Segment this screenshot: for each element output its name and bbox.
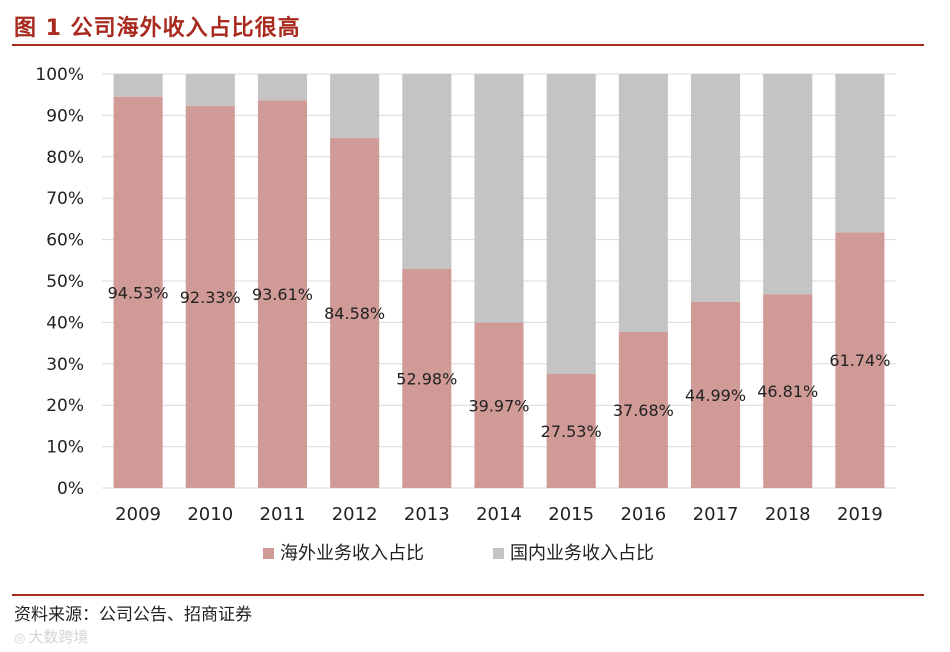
figure-title: 图 1 公司海外收入占比很高 bbox=[14, 16, 301, 41]
y-tick-label: 100% bbox=[35, 65, 84, 85]
data-label: 84.58% bbox=[324, 304, 385, 323]
bar-domestic bbox=[618, 74, 668, 333]
watermark-text: 大数跨境 bbox=[28, 628, 89, 646]
x-tick-label: 2017 bbox=[693, 504, 739, 525]
data-label: 93.61% bbox=[252, 285, 313, 304]
legend-label: 海外业务收入占比 bbox=[280, 543, 424, 564]
bar-overseas bbox=[546, 374, 596, 488]
bars bbox=[113, 74, 885, 489]
bar-domestic bbox=[113, 74, 163, 97]
y-tick-label: 50% bbox=[46, 272, 84, 292]
data-label: 46.81% bbox=[757, 382, 818, 401]
bar-overseas bbox=[474, 322, 524, 488]
x-tick-label: 2011 bbox=[260, 504, 306, 525]
bar-domestic bbox=[402, 74, 452, 269]
x-tick-label: 2014 bbox=[476, 504, 522, 525]
data-label: 44.99% bbox=[685, 386, 746, 405]
legend-swatch-overseas bbox=[263, 548, 274, 559]
source-note: 资料来源：公司公告、招商证券 bbox=[14, 605, 252, 625]
x-tick-label: 2016 bbox=[620, 504, 666, 525]
bar-overseas bbox=[763, 294, 813, 488]
data-label: 37.68% bbox=[613, 401, 674, 420]
bar-domestic bbox=[474, 74, 524, 323]
logo-icon: ◎ bbox=[14, 631, 26, 646]
legend-label: 国内业务收入占比 bbox=[510, 543, 654, 564]
bar-domestic bbox=[185, 74, 235, 106]
data-labels: 94.53% 92.33% 93.61% 84.58% 52.98% 39.97% 27.5… bbox=[108, 283, 891, 441]
bar-overseas bbox=[257, 100, 307, 489]
title-bar: 图 1 公司海外收入占比很高 bbox=[12, 6, 924, 46]
y-tick-label: 30% bbox=[46, 355, 84, 375]
bar-overseas bbox=[691, 301, 741, 488]
y-tick-label: 10% bbox=[46, 438, 84, 458]
y-tick-label: 0% bbox=[57, 479, 84, 499]
y-axis-ticks: 0% 10% 20% 30% 40% 50% 60% 70% 80% 90% 100% bbox=[35, 65, 84, 499]
data-label: 94.53% bbox=[108, 283, 169, 302]
x-tick-label: 2012 bbox=[332, 504, 378, 525]
bar-overseas bbox=[835, 232, 885, 488]
bar-domestic bbox=[546, 74, 596, 375]
y-tick-label: 60% bbox=[46, 231, 84, 251]
bar-domestic bbox=[691, 74, 741, 302]
data-label: 39.97% bbox=[468, 396, 529, 415]
y-tick-label: 20% bbox=[46, 396, 84, 416]
y-tick-label: 80% bbox=[46, 148, 84, 168]
bar-overseas bbox=[330, 137, 380, 488]
bar-domestic bbox=[257, 74, 307, 101]
bar-overseas bbox=[113, 96, 163, 488]
y-tick-label: 70% bbox=[46, 189, 84, 209]
x-tick-label: 2013 bbox=[404, 504, 450, 525]
x-tick-label: 2009 bbox=[115, 504, 161, 525]
data-label: 27.53% bbox=[541, 422, 602, 441]
y-tick-label: 40% bbox=[46, 313, 84, 333]
x-tick-label: 2010 bbox=[187, 504, 233, 525]
x-tick-label: 2018 bbox=[765, 504, 811, 525]
data-label: 52.98% bbox=[396, 369, 457, 388]
legend-swatch-domestic bbox=[493, 548, 504, 559]
bar-domestic bbox=[835, 74, 885, 233]
bar-overseas bbox=[185, 105, 235, 489]
bar-domestic bbox=[763, 74, 813, 295]
x-axis-ticks: 2009 2010 2011 2012 2013 2014 2015 2016 2017 2018… bbox=[115, 504, 883, 525]
data-label: 61.74% bbox=[829, 351, 890, 370]
x-tick-label: 2015 bbox=[548, 504, 594, 525]
watermark: ◎ 大数跨境 bbox=[14, 626, 88, 647]
legend: 海外业务收入占比 国内业务收入占比 bbox=[263, 543, 654, 564]
x-tick-label: 2019 bbox=[837, 504, 883, 525]
data-label: 92.33% bbox=[180, 288, 241, 307]
y-tick-label: 90% bbox=[46, 106, 84, 126]
bar-domestic bbox=[330, 74, 380, 138]
bar-overseas bbox=[402, 268, 452, 488]
stacked-bar-chart: 0% 10% 20% 30% 40% 50% 60% 70% 80% 90% 100% 94.53%… bbox=[35, 65, 896, 564]
footer-divider bbox=[12, 594, 924, 596]
bar-overseas bbox=[618, 332, 668, 488]
